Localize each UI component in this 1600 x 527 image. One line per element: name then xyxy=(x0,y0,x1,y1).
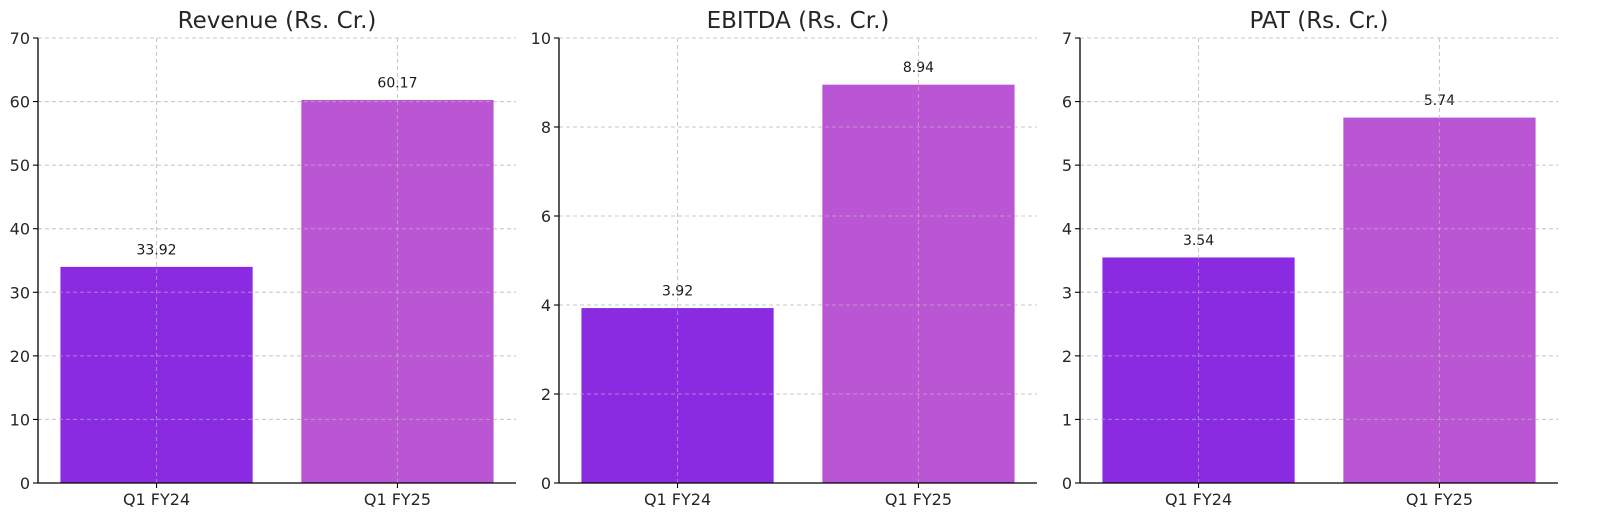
chart-title: PAT (Rs. Cr.) xyxy=(1250,8,1389,34)
y-tick-label: 1 xyxy=(1062,410,1072,429)
y-tick-label: 2 xyxy=(541,385,551,404)
x-tick-label: Q1 FY24 xyxy=(123,490,190,509)
data-label: 3.54 xyxy=(1183,233,1214,249)
y-tick-label: 20 xyxy=(10,347,30,366)
y-tick-label: 7 xyxy=(1062,29,1072,48)
chart-title: Revenue (Rs. Cr.) xyxy=(178,8,377,34)
y-tick-label: 70 xyxy=(10,29,30,48)
x-tick-label: Q1 FY25 xyxy=(1406,490,1473,509)
y-tick-label: 2 xyxy=(1062,347,1072,366)
y-tick-label: 4 xyxy=(1062,220,1072,239)
chart-title: EBITDA (Rs. Cr.) xyxy=(707,8,890,34)
y-tick-label: 0 xyxy=(541,474,551,493)
y-tick-label: 6 xyxy=(541,207,551,226)
y-tick-label: 40 xyxy=(10,220,30,239)
y-tick-label: 4 xyxy=(541,296,551,315)
y-tick-label: 10 xyxy=(10,410,30,429)
y-tick-label: 0 xyxy=(20,474,30,493)
y-tick-label: 6 xyxy=(1062,93,1072,112)
y-tick-label: 60 xyxy=(10,93,30,112)
x-tick-label: Q1 FY25 xyxy=(364,490,431,509)
y-tick-label: 50 xyxy=(10,156,30,175)
x-tick-label: Q1 FY24 xyxy=(644,490,711,509)
y-tick-label: 10 xyxy=(531,29,551,48)
y-tick-label: 5 xyxy=(1062,156,1072,175)
y-tick-label: 8 xyxy=(541,118,551,137)
x-tick-label: Q1 FY24 xyxy=(1165,490,1232,509)
y-tick-label: 3 xyxy=(1062,283,1072,302)
y-tick-label: 30 xyxy=(10,283,30,302)
y-tick-label: 0 xyxy=(1062,474,1072,493)
x-tick-label: Q1 FY25 xyxy=(885,490,952,509)
